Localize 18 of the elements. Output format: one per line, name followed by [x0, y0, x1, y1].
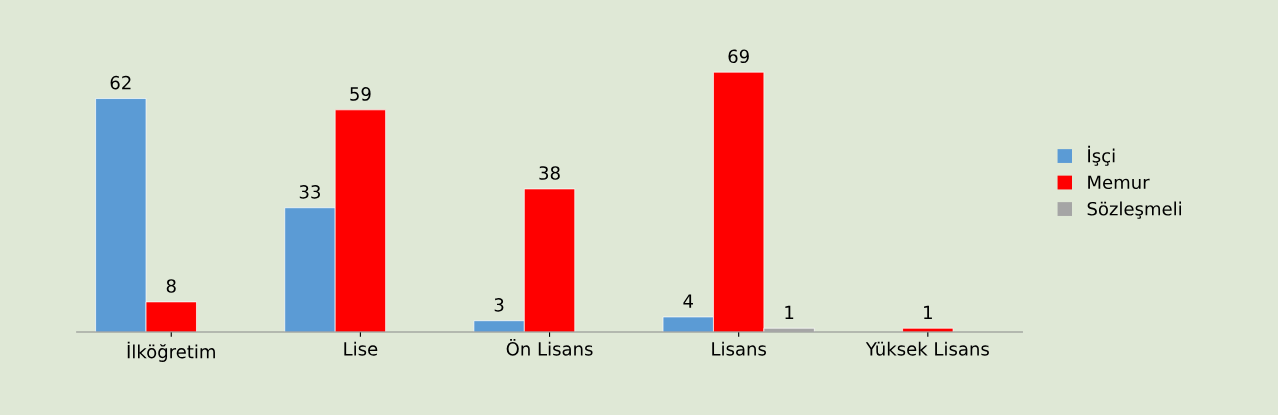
data-label: 59	[350, 87, 371, 101]
data-label: 62	[110, 75, 131, 90]
legend-label: İşçi	[1088, 145, 1115, 166]
data-label: 33	[299, 185, 320, 199]
data-label: 4	[683, 294, 693, 308]
x-tick-label: Lisans	[712, 341, 766, 356]
x-tick-label: Lise	[344, 341, 378, 356]
legend-label: Memur	[1088, 175, 1150, 190]
legend-label: Sözleşmeli	[1087, 201, 1182, 219]
data-label: 3	[494, 297, 504, 312]
data-label: 8	[166, 279, 176, 293]
data-label: 1	[785, 305, 794, 319]
x-tick-label: Yüksek Lisans	[865, 341, 989, 356]
x-tick-label: İlköğretim	[127, 341, 215, 362]
x-tick-label: Ön Lisans	[506, 338, 593, 356]
data-label: 1	[924, 305, 932, 319]
data-label: 38	[539, 166, 560, 180]
data-label: 69	[728, 49, 749, 64]
